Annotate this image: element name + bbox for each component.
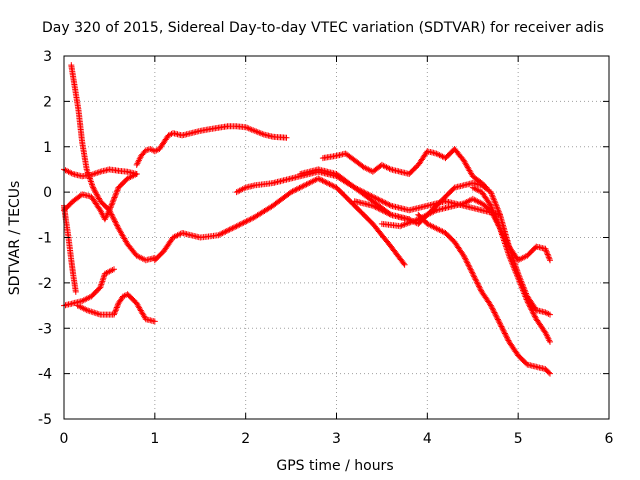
y-tick-label: 3 (43, 49, 52, 65)
data-series-arc-14 (415, 211, 553, 377)
data-point-markers (469, 184, 553, 345)
data-point-markers (74, 291, 158, 325)
x-tick-label: 1 (150, 431, 159, 447)
data-series-arc-6 (61, 266, 117, 309)
y-axis-label: SDTVAR / TECUs (7, 181, 23, 296)
data-series-arc-1 (68, 62, 158, 264)
x-tick-label: 5 (514, 431, 523, 447)
x-tick-label: 0 (60, 431, 69, 447)
data-series-arc-3 (133, 123, 290, 168)
y-tick-label: -3 (38, 321, 52, 337)
data-point-markers (133, 123, 290, 168)
y-tick-label: -1 (38, 231, 52, 247)
data-point-markers (61, 266, 117, 309)
data-series-arc-15 (469, 184, 553, 345)
data-point-markers (151, 175, 408, 268)
x-axis-label: GPS time / hours (276, 458, 393, 474)
data-series-arc-11 (319, 146, 490, 191)
y-tick-label: -5 (38, 412, 52, 428)
data-series-arc-8 (151, 175, 408, 268)
data-point-markers (319, 146, 490, 191)
data-layer (61, 62, 553, 377)
y-tick-label: 2 (43, 94, 52, 110)
y-tick-label: -4 (38, 367, 52, 383)
y-tick-label: -2 (38, 276, 52, 292)
data-series-arc-7 (74, 291, 158, 325)
y-tick-label: 0 (43, 185, 52, 201)
grid (64, 56, 609, 419)
x-tick-label: 4 (423, 431, 432, 447)
x-tick-label: 3 (332, 431, 341, 447)
data-point-markers (68, 62, 158, 264)
y-tick-label: 1 (43, 140, 52, 156)
chart-title: Day 320 of 2015, Sidereal Day-to-day VTE… (42, 20, 604, 36)
x-tick-label: 2 (241, 431, 250, 447)
data-point-markers (415, 211, 553, 377)
x-tick-label: 6 (605, 431, 614, 447)
axis-ticks: 0 1 2 3 4 5 6 -5 -4 -3 -2 -1 0 1 2 3 (38, 49, 614, 447)
